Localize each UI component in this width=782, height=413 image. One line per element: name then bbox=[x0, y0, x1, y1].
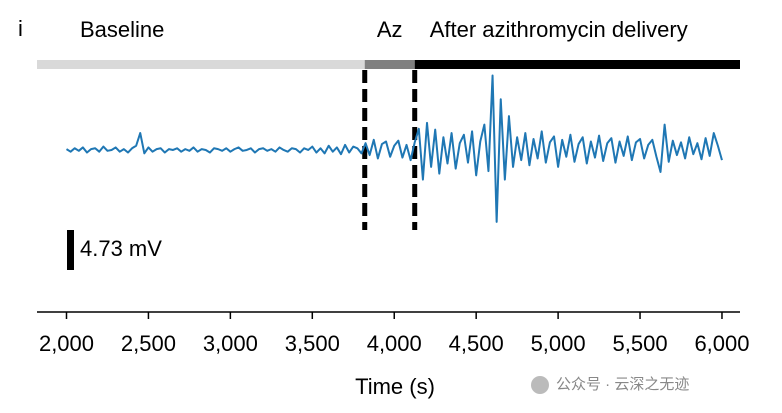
x-tick-label: 3,500 bbox=[285, 331, 340, 356]
x-tick-label: 3,000 bbox=[203, 331, 258, 356]
x-tick-label: 5,000 bbox=[531, 331, 586, 356]
phase-bar bbox=[414, 60, 740, 69]
x-tick-label: 4,500 bbox=[449, 331, 504, 356]
phase-label: After azithromycin delivery bbox=[430, 17, 688, 42]
scale-bar bbox=[67, 230, 74, 270]
x-tick-label: 4,000 bbox=[367, 331, 422, 356]
phase-bar bbox=[37, 60, 365, 69]
x-tick-label: 5,500 bbox=[613, 331, 668, 356]
signal-line bbox=[65, 74, 723, 223]
panel-label: i bbox=[18, 16, 23, 41]
x-tick-label: 6,000 bbox=[694, 331, 749, 356]
phase-label: Baseline bbox=[80, 17, 164, 42]
x-tick-label: 2,000 bbox=[39, 331, 94, 356]
x-tick-label: 2,500 bbox=[121, 331, 176, 356]
x-axis-label: Time (s) bbox=[355, 374, 435, 399]
phase-label: Az bbox=[377, 17, 403, 42]
watermark: 公众号 · 云深之无迹 bbox=[556, 376, 689, 393]
phase-bar bbox=[364, 60, 415, 69]
scale-bar-label: 4.73 mV bbox=[80, 236, 162, 261]
watermark-icon bbox=[531, 376, 549, 394]
